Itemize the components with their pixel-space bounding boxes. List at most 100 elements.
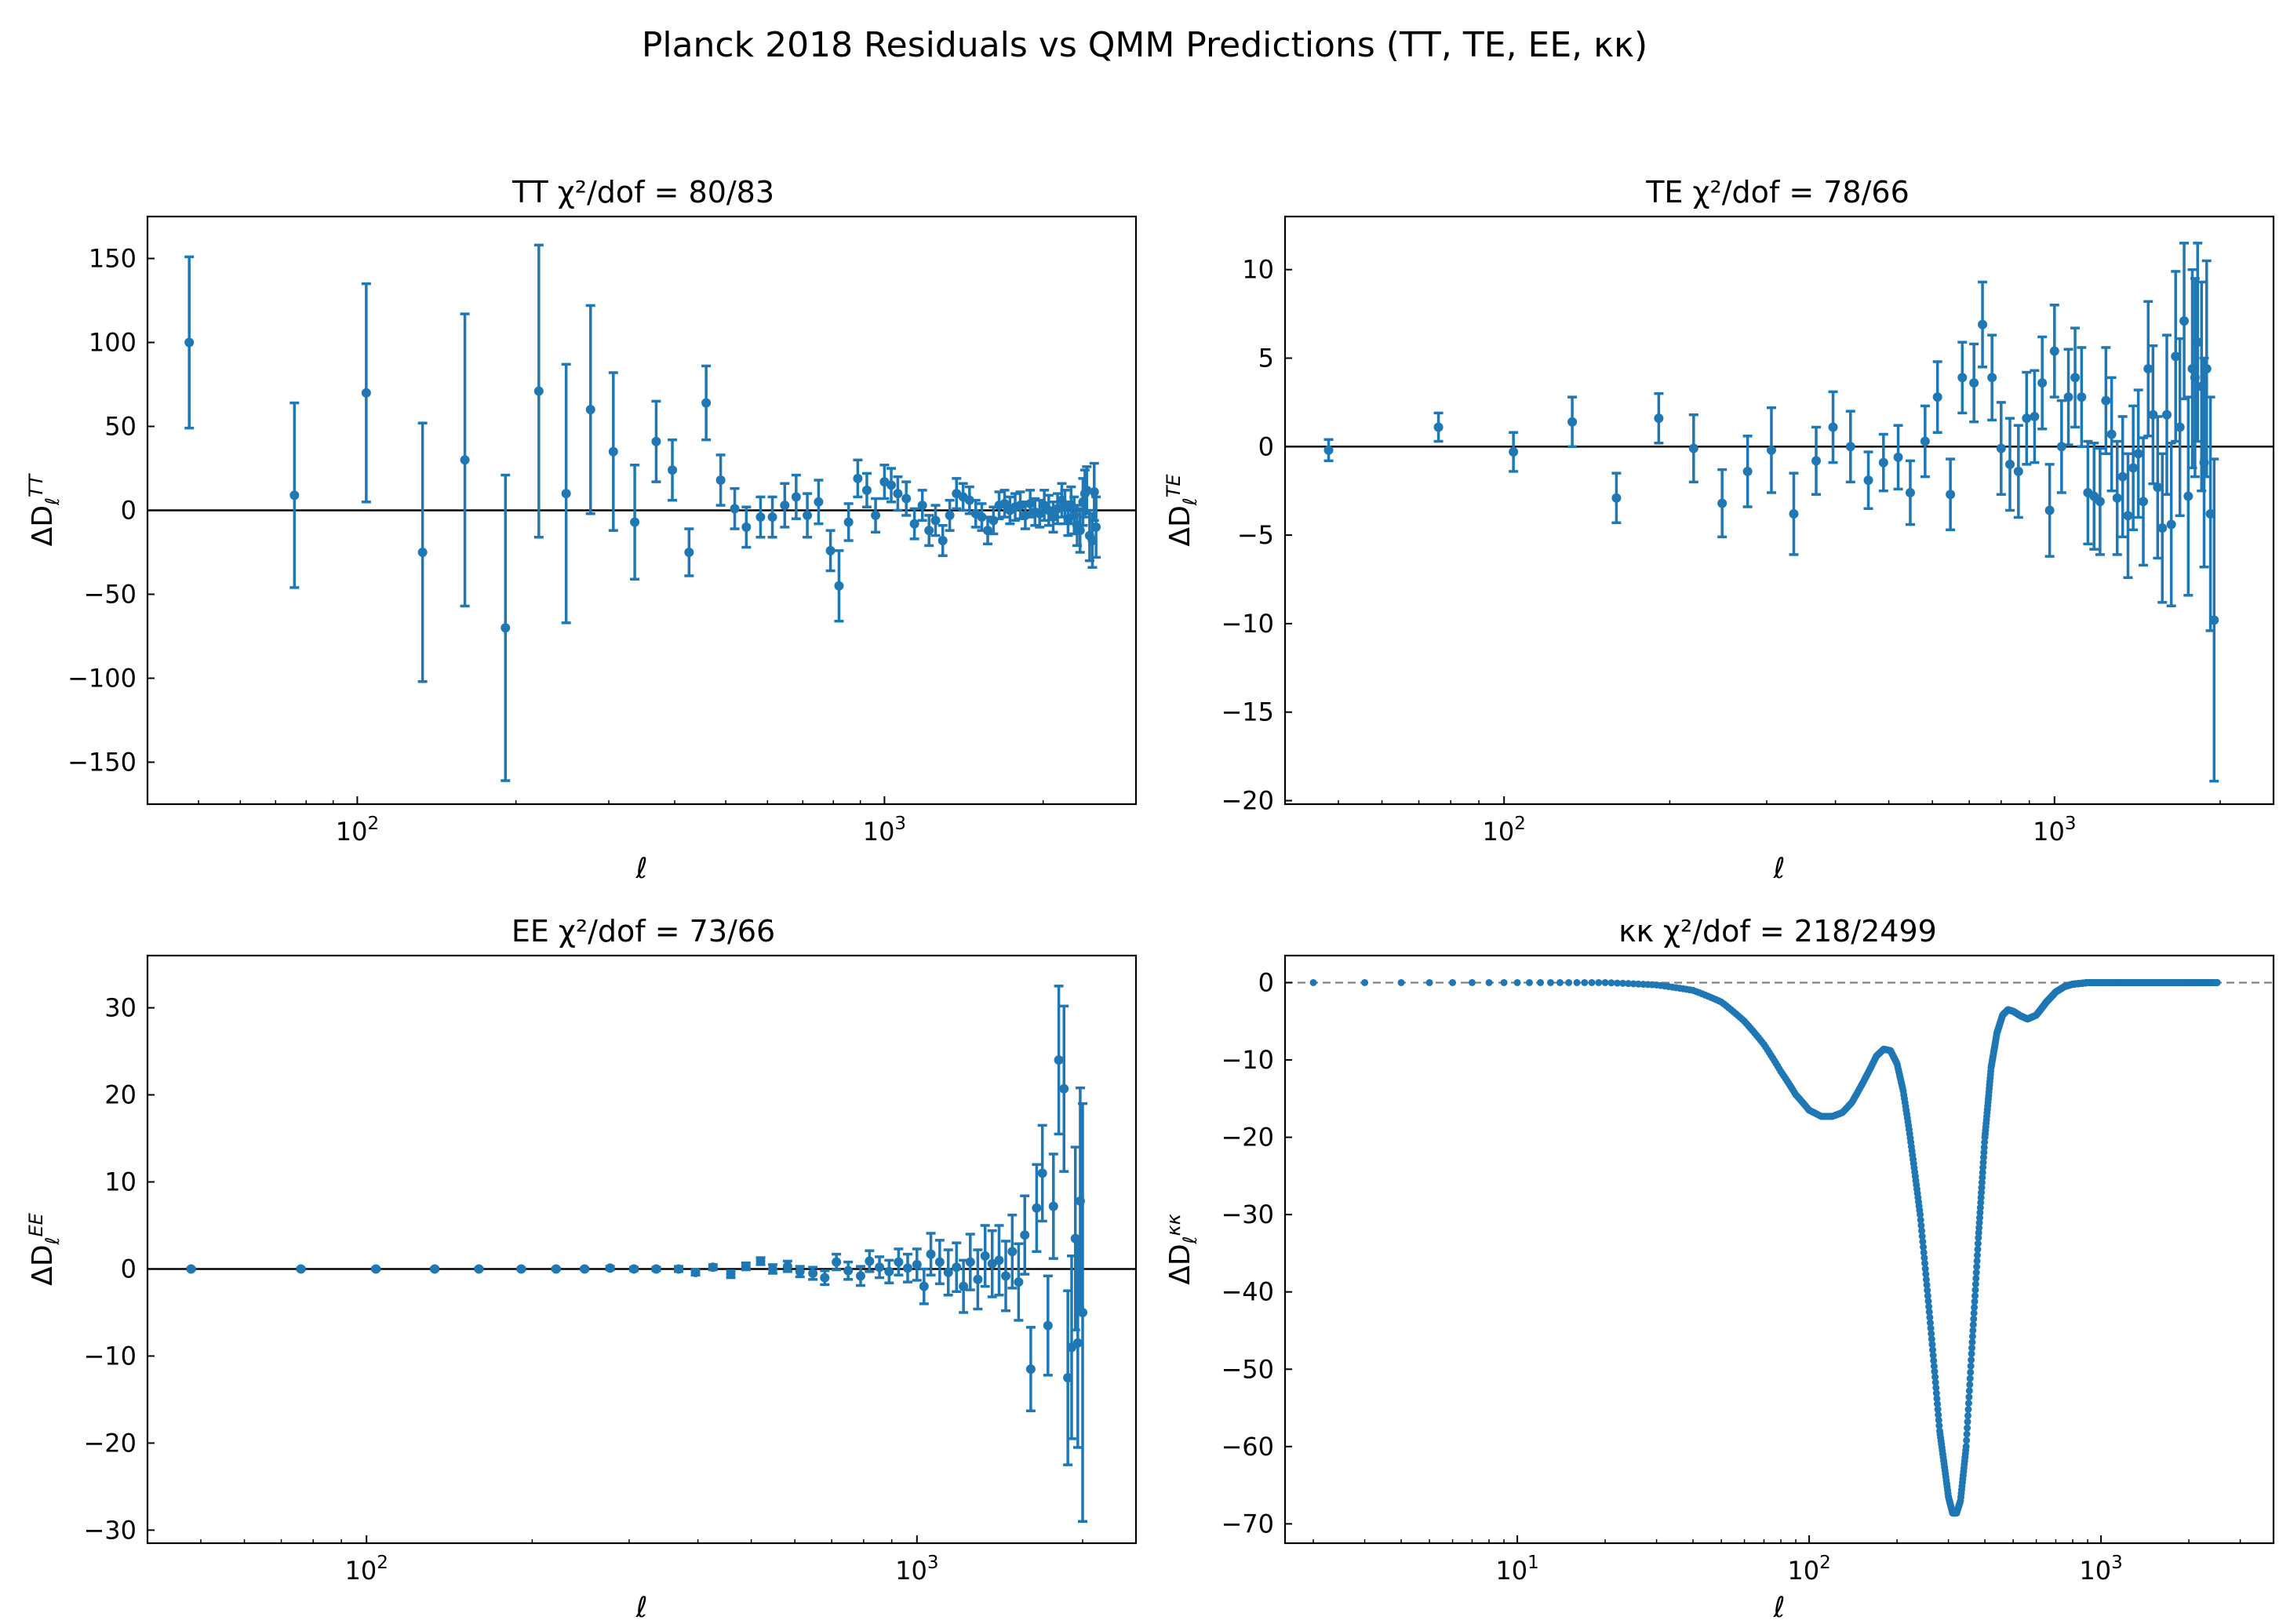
data-point bbox=[296, 1264, 306, 1274]
axes-frame bbox=[1283, 954, 2275, 1545]
data-point bbox=[1935, 1416, 1942, 1424]
data-point bbox=[782, 1262, 792, 1272]
data-point bbox=[1917, 1222, 1925, 1229]
y-tick-label: −20 bbox=[1221, 785, 1274, 815]
data-point bbox=[1971, 1298, 1979, 1305]
data-point bbox=[1957, 373, 1968, 383]
y-tick-label: 0 bbox=[121, 496, 137, 526]
y-axis-label: ΔDℓTT bbox=[25, 472, 64, 546]
data-point bbox=[1935, 1411, 1942, 1418]
data-point bbox=[1053, 504, 1063, 514]
data-point bbox=[417, 548, 428, 557]
data-point bbox=[730, 504, 740, 514]
data-point bbox=[186, 1264, 196, 1274]
data-point bbox=[1926, 1313, 1934, 1321]
y-tick-label: 5 bbox=[1258, 343, 1274, 373]
data-point bbox=[1929, 1346, 1937, 1354]
data-point bbox=[1537, 978, 1545, 986]
y-tick-label: −100 bbox=[67, 664, 137, 694]
data-point bbox=[1932, 1384, 1940, 1392]
data-point bbox=[795, 1266, 805, 1276]
data-point bbox=[1975, 1214, 1983, 1222]
y-tick-label: −15 bbox=[1221, 697, 1274, 727]
data-point bbox=[1924, 1298, 1932, 1305]
data-point bbox=[1963, 1436, 1971, 1444]
data-point bbox=[1920, 436, 1930, 446]
data-point bbox=[1025, 498, 1036, 508]
data-point bbox=[1964, 1424, 1971, 1432]
data-point bbox=[834, 581, 844, 591]
data-point bbox=[1433, 422, 1444, 432]
data-point bbox=[988, 515, 999, 526]
x-tick-label: 103 bbox=[2033, 814, 2076, 847]
data-point bbox=[1981, 1138, 1989, 1146]
data-point bbox=[1601, 978, 1609, 986]
data-point bbox=[1930, 1362, 1938, 1370]
data-point bbox=[1968, 1344, 1975, 1352]
y-axis-label: ΔDℓEE bbox=[25, 1212, 64, 1285]
data-point bbox=[1845, 442, 1855, 452]
data-point bbox=[1567, 417, 1578, 427]
data-point bbox=[1976, 1209, 1984, 1217]
data-point bbox=[1968, 1332, 1976, 1340]
data-point bbox=[1935, 1422, 1943, 1429]
data-point bbox=[912, 1259, 922, 1269]
data-point bbox=[2193, 337, 2203, 348]
panel-ee: EE χ²/dof = 73/66 −30 −20 −10 0 10 20 30 102 103… bbox=[25, 914, 1138, 1624]
data-point bbox=[964, 495, 974, 505]
data-point bbox=[1082, 485, 1092, 495]
data-point bbox=[919, 1281, 929, 1291]
y-tick-label: 20 bbox=[104, 1080, 137, 1110]
data-point bbox=[1059, 1083, 1069, 1094]
y-tick-label: 10 bbox=[104, 1167, 137, 1197]
axes-frame bbox=[146, 215, 1138, 806]
y-tick-label: −5 bbox=[1237, 520, 1274, 550]
data-point bbox=[1946, 490, 1956, 500]
x-tick-label: 101 bbox=[1495, 1553, 1538, 1586]
data-point bbox=[1970, 1309, 1978, 1317]
data-point bbox=[1964, 1400, 1972, 1407]
data-point bbox=[1020, 1230, 1030, 1240]
data-point bbox=[551, 1264, 561, 1274]
data-point bbox=[952, 1262, 962, 1273]
data-point bbox=[2101, 395, 2111, 406]
data-point bbox=[741, 522, 752, 532]
data-point bbox=[2139, 497, 2149, 507]
figure-title: Planck 2018 Residuals vs QMM Predictions… bbox=[642, 25, 1647, 65]
data-point bbox=[580, 1264, 590, 1274]
data-point bbox=[1974, 1246, 1982, 1253]
data-point bbox=[1043, 1320, 1053, 1331]
data-point bbox=[1975, 1234, 1982, 1242]
data-point bbox=[1054, 1055, 1064, 1065]
data-point bbox=[1625, 980, 1633, 988]
data-point bbox=[701, 398, 712, 408]
data-point bbox=[1932, 1389, 1940, 1397]
axes-frame bbox=[146, 954, 1138, 1545]
data-point bbox=[1546, 978, 1554, 986]
axes-frame bbox=[1283, 215, 2275, 806]
data-point bbox=[887, 480, 897, 490]
data-point bbox=[943, 1267, 953, 1277]
data-point bbox=[973, 1274, 983, 1284]
data-point bbox=[2063, 392, 2073, 402]
data-point bbox=[1449, 978, 1457, 986]
data-point bbox=[937, 536, 948, 546]
data-point bbox=[1932, 392, 1942, 402]
data-point bbox=[628, 1264, 639, 1274]
data-point bbox=[1927, 1324, 1935, 1332]
data-point bbox=[1397, 978, 1405, 986]
data-point bbox=[668, 465, 678, 475]
y-tick-label: −20 bbox=[1221, 1123, 1274, 1152]
data-point bbox=[1922, 1276, 1930, 1284]
data-point bbox=[1309, 978, 1317, 986]
y-tick-label: −50 bbox=[83, 580, 137, 610]
data-point bbox=[1654, 413, 1664, 424]
data-point bbox=[2049, 346, 2059, 356]
data-point bbox=[2162, 410, 2172, 420]
data-point bbox=[917, 501, 927, 511]
data-point bbox=[585, 405, 595, 415]
data-point bbox=[1525, 978, 1533, 986]
data-point bbox=[884, 1266, 894, 1276]
data-point bbox=[2175, 422, 2185, 432]
data-point bbox=[651, 1264, 661, 1274]
